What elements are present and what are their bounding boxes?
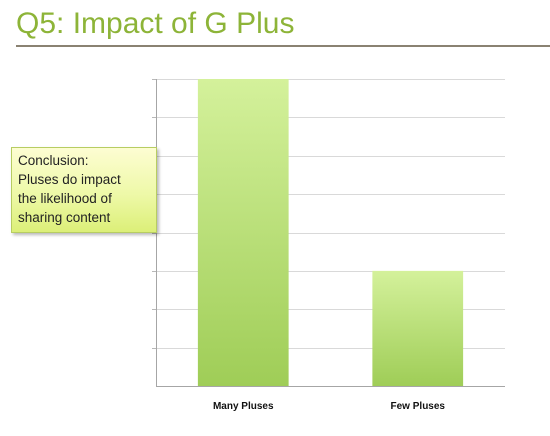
bar-few-pluses [372,270,464,386]
x-tick-label: Few Pluses [391,401,446,412]
chart-category-labels: Many Pluses Few Pluses [213,401,445,412]
slide-title: Q5: Impact of G Plus [16,7,295,40]
callout-line: Conclusion: [18,153,89,168]
conclusion-callout: Conclusion: Pluses do impact the likelih… [11,147,157,233]
x-tick-label: Many Pluses [213,401,274,412]
bar-many-pluses [197,79,289,386]
callout-line: the likelihood of [18,191,112,206]
chart-bars [197,79,464,386]
callout-line: sharing content [18,210,111,225]
title-divider [16,45,550,47]
callout-line: Pluses do impact [18,172,121,187]
